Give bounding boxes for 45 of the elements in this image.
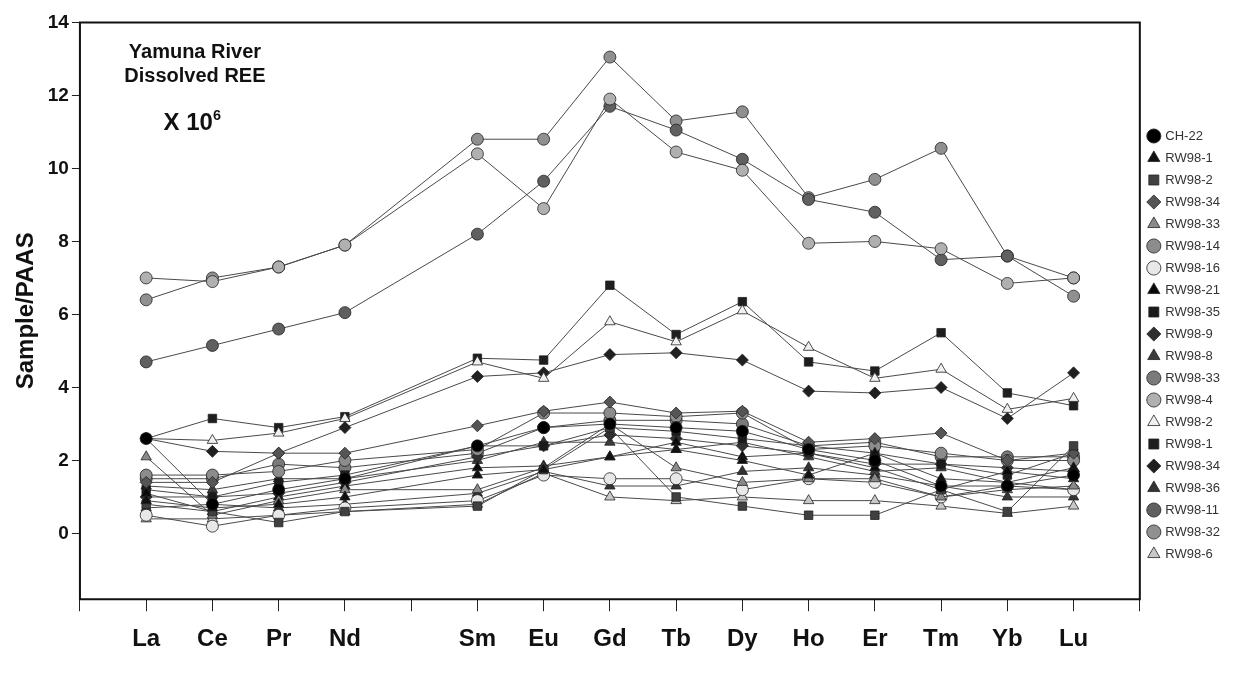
y-tick-label: 6 (58, 302, 69, 324)
legend-label: RW98-33 (1165, 215, 1221, 231)
legend-label: RW98-1 (1165, 435, 1213, 451)
y-tick-label: 0 (58, 521, 69, 543)
x-tick-label: Lu (1058, 624, 1089, 652)
x-tick-label: Tm (923, 624, 960, 652)
legend-label: RW98-8 (1165, 347, 1213, 363)
x-tick-label: Nd (328, 624, 361, 652)
y-tick-label: 8 (58, 229, 69, 251)
x-tick-label: Tb (661, 624, 691, 652)
x-tick-label: Pr (265, 624, 292, 652)
legend-label: RW98-34 (1165, 457, 1221, 473)
y-tick-label: 14 (47, 10, 70, 32)
legend-label: RW98-2 (1165, 413, 1213, 429)
legend-label: RW98-1 (1165, 149, 1213, 165)
legend-label: CH-22 (1165, 127, 1203, 143)
x-tick-label: Eu (528, 624, 559, 652)
legend-label: RW98-16 (1165, 259, 1221, 275)
y-axis-title: Sample/PAAS (11, 232, 39, 390)
x-tick-label: Yb (992, 624, 1023, 652)
x-tick-label: Dy (727, 624, 759, 652)
y-tick-label: 4 (58, 375, 70, 397)
legend-label: RW98-35 (1165, 303, 1221, 319)
y-tick-label: 2 (58, 448, 69, 470)
legend-label: RW98-2 (1165, 171, 1213, 187)
legend-label: RW98-33 (1165, 369, 1221, 385)
x-tick-label: Ce (197, 624, 228, 652)
legend-label: RW98-11 (1165, 501, 1220, 517)
x-tick-label: La (132, 624, 161, 652)
annotation: Yamuna River (128, 40, 262, 63)
x-tick-label: Ho (792, 624, 825, 652)
legend-label: RW98-32 (1165, 523, 1221, 539)
legend-label: RW98-4 (1165, 391, 1213, 407)
y-tick-label: 12 (47, 83, 69, 105)
legend-label: RW98-9 (1165, 325, 1213, 341)
x-tick-label: Er (862, 624, 888, 652)
legend-label: RW98-6 (1165, 545, 1213, 561)
legend-label: RW98-36 (1165, 479, 1221, 495)
annotation: Dissolved REE (124, 64, 266, 87)
x-tick-label: Sm (458, 624, 497, 652)
y-tick-label: 10 (47, 156, 69, 178)
legend-label: RW98-21 (1165, 281, 1221, 297)
legend-label: RW98-34 (1165, 193, 1221, 209)
legend-label: RW98-14 (1165, 237, 1221, 253)
x-tick-label: Gd (593, 624, 627, 652)
